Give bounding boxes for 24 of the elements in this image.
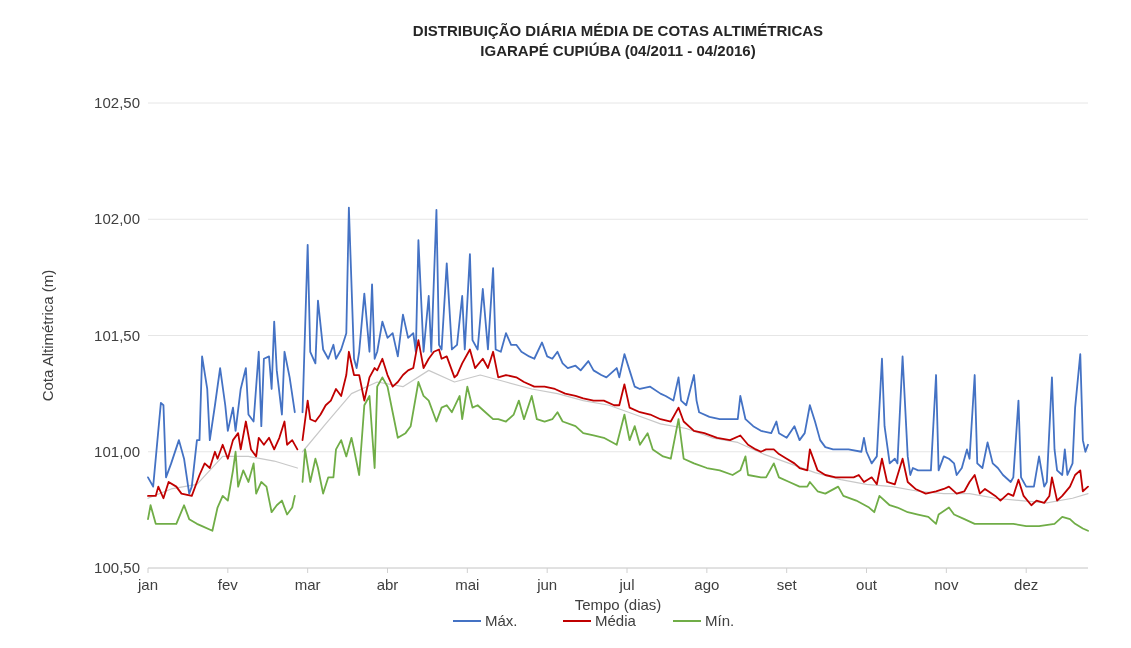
x-tick-label: ago xyxy=(694,576,720,593)
legend-label: Máx. xyxy=(485,612,518,629)
y-tick-label: 102,50 xyxy=(94,94,140,111)
x-tick-label: nov xyxy=(934,576,959,593)
x-tick-label: set xyxy=(776,576,798,593)
y-axis-title: Cota Altimétrica (m) xyxy=(39,269,56,402)
x-axis-title: Tempo (dias) xyxy=(574,596,662,613)
x-tick-label: abr xyxy=(376,576,399,593)
legend-label: Média xyxy=(595,612,637,629)
y-tick-label: 102,00 xyxy=(94,210,140,228)
legend-label: Mín. xyxy=(705,612,735,629)
x-tick-label: mai xyxy=(455,576,480,593)
x-tick-label: jan xyxy=(136,576,159,593)
chart-subtitle: IGARAPÉ CUPIÚBA (04/2011 - 04/2016) xyxy=(480,42,756,59)
chart-title: DISTRIBUIÇÃO DIÁRIA MÉDIA DE COTAS ALTIMÉTRICAS xyxy=(412,22,824,39)
x-tick-label: out xyxy=(856,576,878,593)
x-tick-label: mar xyxy=(294,576,321,593)
y-tick-label: 101,00 xyxy=(94,442,140,460)
x-tick-label: jul xyxy=(618,576,635,593)
y-tick-label: 100,50 xyxy=(94,559,140,576)
x-tick-label: fev xyxy=(217,576,239,593)
x-tick-label: jun xyxy=(536,576,558,593)
x-tick-label: dez xyxy=(1014,576,1039,593)
y-tick-label: 101,50 xyxy=(94,326,140,344)
